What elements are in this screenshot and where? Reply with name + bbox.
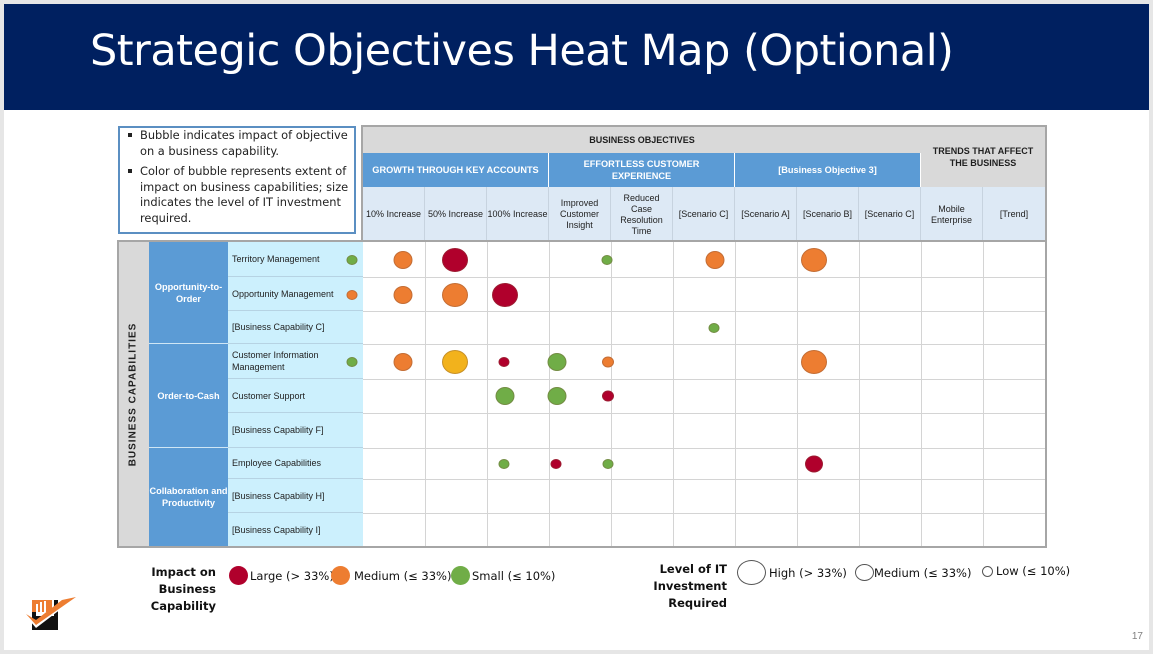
grid-line: [735, 242, 736, 546]
impact-bubble-icon: [393, 286, 413, 304]
capability-row-label: [Business Capability I]: [228, 513, 363, 546]
grid-line: [859, 242, 860, 546]
grid-line: [363, 344, 1045, 345]
column-header: Mobile Enterprise: [921, 187, 983, 242]
impact-bubble-icon: [492, 283, 518, 307]
impact-bubble-icon: [498, 357, 510, 367]
company-logo-icon: [24, 596, 78, 630]
grid-line: [983, 242, 984, 546]
capability-row-label: Employee Capabilities: [228, 448, 363, 479]
capability-group-opportunity: Opportunity-to-Order: [149, 242, 228, 344]
impact-bubble-icon: [442, 248, 468, 272]
impact-bubble-icon: [442, 350, 468, 374]
capability-row-label: Customer Support: [228, 379, 363, 413]
column-header: [Scenario C]: [859, 187, 921, 242]
impact-bubble-icon: [442, 283, 468, 307]
high-investment-ring-icon: [737, 560, 766, 585]
column-header: 10% Increase: [363, 187, 425, 242]
grid-line: [363, 311, 1045, 312]
impact-bubble-icon: [547, 353, 567, 371]
impact-legend-title: Impact on Business Capability: [150, 565, 216, 613]
grid-line: [363, 513, 1045, 514]
impact-bubble-icon: [346, 255, 358, 265]
small-impact-dot-icon: [451, 566, 470, 585]
group-header-growth: GROWTH THROUGH KEY ACCOUNTS: [363, 153, 549, 187]
medium-impact-dot-icon: [331, 566, 350, 585]
legend-small: Small (≤ 10%): [451, 566, 555, 585]
grid-line: [921, 242, 922, 546]
legend-medium: Medium (≤ 33%): [331, 566, 451, 585]
notes-list: Bubble indicates impact of objective on …: [126, 128, 350, 226]
note-item: Color of bubble represents extent of imp…: [128, 164, 349, 225]
impact-bubble-icon: [801, 350, 827, 374]
impact-bubble-icon: [346, 357, 358, 367]
grid-line: [363, 413, 1045, 414]
impact-bubble-icon: [498, 459, 510, 469]
title-bar: Strategic Objectives Heat Map (Optional): [4, 4, 1149, 110]
impact-bubble-icon: [805, 455, 823, 473]
impact-bubble-icon: [708, 323, 720, 333]
heatmap-grid: [363, 242, 1045, 546]
note-item: Bubble indicates impact of objective on …: [128, 128, 350, 159]
medium-investment-ring-icon: [855, 564, 874, 581]
column-header: [Scenario B]: [797, 187, 859, 242]
impact-bubble-icon: [346, 290, 358, 300]
capability-row-label: [Business Capability H]: [228, 479, 363, 513]
legend-large: Large (> 33%): [229, 566, 334, 585]
capabilities-label: BUSINESS CAPABILITIES: [127, 322, 139, 466]
column-header: 100% Increase: [487, 187, 549, 242]
capability-row-label: [Business Capability F]: [228, 413, 363, 448]
grid-line: [797, 242, 798, 546]
grid-line: [363, 379, 1045, 380]
impact-bubble-icon: [602, 356, 614, 368]
notes-textbox[interactable]: Bubble indicates impact of objective on …: [118, 126, 356, 234]
impact-bubble-icon: [495, 387, 515, 405]
grid-line: [425, 242, 426, 546]
impact-bubble-icon: [550, 459, 562, 469]
grid-line: [363, 277, 1045, 278]
impact-bubble-icon: [601, 255, 613, 265]
grid-line: [673, 242, 674, 546]
column-header: [Scenario C]: [673, 187, 735, 242]
group-header-effortless: EFFORTLESS CUSTOMER EXPERIENCE: [549, 153, 735, 187]
grid-line: [363, 448, 1045, 449]
capability-row-label: Territory Management: [228, 242, 363, 277]
business-objectives-header: BUSINESS OBJECTIVES: [363, 126, 921, 153]
low-investment-ring-icon: [982, 565, 993, 577]
column-header: Reduced Case Resolution Time: [611, 187, 673, 242]
legend-high: High (> 33%): [737, 560, 847, 585]
impact-bubble-icon: [547, 387, 567, 405]
slide-title: Strategic Objectives Heat Map (Optional): [90, 26, 954, 76]
column-header: [Scenario A]: [735, 187, 797, 242]
group-header-objective-3: [Business Objective 3]: [735, 153, 921, 187]
capability-row-label: [Business Capability C]: [228, 311, 363, 344]
capability-group-collaboration: Collaboration and Productivity: [149, 448, 228, 546]
capability-row-label: Opportunity Management: [228, 277, 363, 311]
large-impact-dot-icon: [229, 566, 248, 585]
capability-row-label: Customer Information Management: [228, 344, 363, 379]
grid-line: [487, 242, 488, 546]
grid-line: [363, 479, 1045, 480]
capabilities-band: [118, 241, 149, 547]
impact-bubble-icon: [393, 353, 413, 371]
investment-legend-title: Level of IT Investment Required: [653, 562, 727, 610]
column-header: Improved Customer Insight: [549, 187, 611, 242]
legend-low: Low (≤ 10%): [982, 564, 1070, 578]
impact-bubble-icon: [393, 251, 413, 269]
impact-bubble-icon: [602, 459, 614, 469]
impact-bubble-icon: [705, 251, 725, 269]
column-header: [Trend]: [983, 187, 1045, 242]
trends-header: TRENDS THAT AFFECT THE BUSINESS: [921, 126, 1045, 187]
impact-bubble-icon: [801, 248, 827, 272]
legend-medium-investment: Medium (≤ 33%): [855, 564, 971, 581]
column-header: 50% Increase: [425, 187, 487, 242]
capability-group-order-to-cash: Order-to-Cash: [149, 344, 228, 448]
page-number: 17: [1131, 631, 1143, 642]
impact-bubble-icon: [602, 390, 614, 402]
